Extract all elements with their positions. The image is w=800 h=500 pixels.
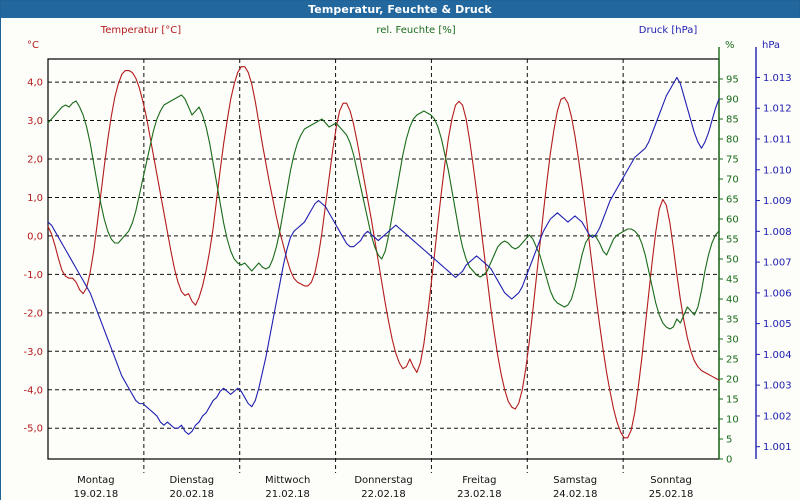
grid-lines: [48, 59, 719, 473]
humidity-axis-tick: 95: [726, 75, 739, 86]
humidity-axis-tick: 60: [726, 215, 739, 226]
legend-label-1: rel. Feuchte [%]: [376, 25, 455, 36]
humidity-axis-tick: 15: [726, 395, 739, 406]
pressure-axis-tick: 1.013: [763, 73, 792, 84]
window-title: Temperatur, Feuchte & Druck: [308, 3, 492, 16]
left-axis-tick: 1,0: [27, 193, 43, 204]
series-line-1: [47, 94, 720, 330]
pressure-axis-tick: 1.001: [763, 442, 792, 453]
humidity-axis-tick: 35: [726, 315, 739, 326]
humidity-axis-tick: 55: [726, 235, 739, 246]
left-axis-tick: 0,0: [27, 231, 43, 242]
legend-label-0: Temperatur [°C]: [100, 25, 181, 36]
humidity-axis-tick: 10: [726, 415, 739, 426]
left-axis-tick: 4,0: [27, 78, 43, 89]
day-date-label: 21.02.18: [265, 489, 310, 500]
day-date-label: 22.02.18: [361, 489, 406, 500]
right-axis-pressure: hPa 1.013 1.012 1.011 1.010 1.009 1.008 1.007 1.…: [755, 40, 792, 459]
day-date-label: 23.02.18: [457, 489, 502, 500]
humidity-axis-tick: 5: [726, 435, 732, 446]
humidity-axis-tick: 25: [726, 355, 739, 366]
weather-chart-svg: Temperatur [°C] rel. Feuchte [%] Druck [hP…: [1, 18, 800, 500]
humidity-axis-tick: 65: [726, 195, 739, 206]
left-axis-tick: -5,0: [23, 424, 43, 435]
left-axis-unit: °C: [27, 40, 39, 51]
day-date-label: 24.02.18: [553, 489, 598, 500]
humidity-axis-tick: 40: [726, 295, 739, 306]
pressure-axis-unit: hPa: [762, 40, 780, 51]
pressure-axis-tick: 1.010: [763, 165, 792, 176]
left-axis-tick: -1,0: [23, 270, 43, 281]
pressure-axis-tick: 1.003: [763, 381, 792, 392]
window-title-bar: Temperatur, Feuchte & Druck: [1, 1, 799, 18]
pressure-axis-tick: 1.004: [763, 350, 792, 361]
humidity-axis-unit: %: [725, 40, 735, 51]
humidity-axis-tick: 20: [726, 375, 739, 386]
pressure-axis-tick: 1.011: [763, 135, 792, 146]
left-axis-tick: 3,0: [27, 116, 43, 127]
humidity-axis-tick: 70: [726, 175, 739, 186]
series-line-0: [47, 66, 720, 439]
day-date-label: 19.02.18: [74, 489, 119, 500]
humidity-axis-tick: 85: [726, 115, 739, 126]
chart-canvas: Temperatur [°C] rel. Feuchte [%] Druck [hP…: [1, 18, 800, 500]
day-weekday-label: Donnerstag: [354, 475, 412, 486]
day-weekday-label: Samstag: [553, 475, 597, 486]
pressure-axis-tick: 1.009: [763, 196, 792, 207]
series-line-2: [47, 76, 720, 435]
pressure-axis-tick: 1.012: [763, 104, 792, 115]
left-axis-tick: -4,0: [23, 385, 43, 396]
chart-background: [1, 18, 800, 500]
pressure-axis-tick: 1.008: [763, 227, 792, 238]
humidity-axis-tick: 90: [726, 95, 739, 106]
pressure-axis-tick: 1.007: [763, 258, 792, 269]
day-weekday-label: Montag: [77, 475, 114, 486]
left-axis-tick: 2,0: [27, 155, 43, 166]
day-date-label: 20.02.18: [170, 489, 215, 500]
left-axis-temperature: °C 4,0 3,0 2,0 1,0 0,0 -1,0 -2,0 -3,0 -4,0 -5,0: [23, 40, 43, 435]
bottom-axis-days: Montag 19.02.18 Dienstag 20.02.18 Mittwoch 21…: [74, 475, 694, 500]
humidity-axis-tick: 80: [726, 135, 739, 146]
day-weekday-label: Mittwoch: [265, 475, 310, 486]
chart-legend: Temperatur [°C] rel. Feuchte [%] Druck [hP…: [100, 25, 698, 36]
pressure-axis-tick: 1.002: [763, 411, 792, 422]
humidity-axis-tick: 45: [726, 275, 739, 286]
humidity-axis-tick: 50: [726, 255, 739, 266]
pressure-axis-tick: 1.005: [763, 319, 792, 330]
humidity-axis-tick: 75: [726, 155, 739, 166]
day-date-label: 25.02.18: [649, 489, 694, 500]
left-axis-tick: -3,0: [23, 347, 43, 358]
pressure-axis-tick: 1.006: [763, 288, 792, 299]
left-axis-tick: -2,0: [23, 308, 43, 319]
day-weekday-label: Freitag: [462, 475, 496, 486]
data-series-group: [47, 66, 720, 439]
day-weekday-label: Dienstag: [169, 475, 214, 486]
humidity-axis-tick: 30: [726, 335, 739, 346]
humidity-axis-tick: 0: [726, 455, 732, 466]
legend-label-2: Druck [hPa]: [639, 25, 698, 36]
day-weekday-label: Sonntag: [650, 475, 692, 486]
